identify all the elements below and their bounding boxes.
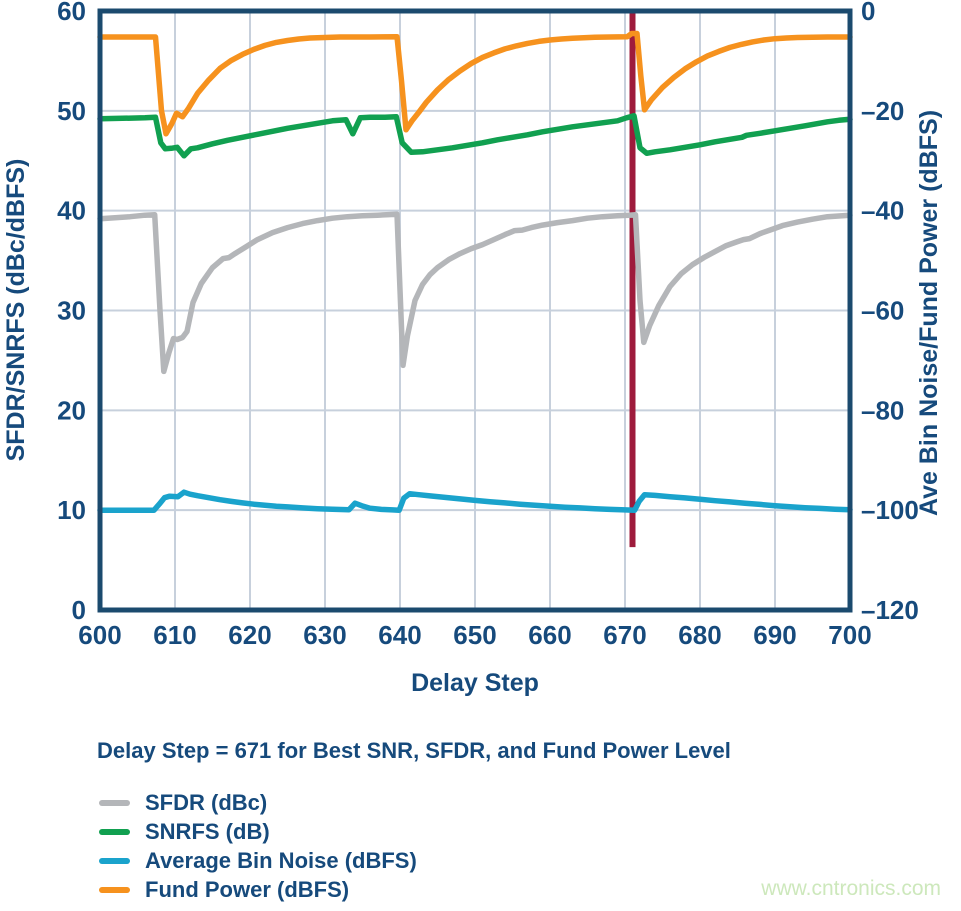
right-y-tick-label: –80 <box>861 395 904 425</box>
x-tick-label: 610 <box>153 620 196 650</box>
x-tick-label: 640 <box>378 620 421 650</box>
x-tick-label: 620 <box>228 620 271 650</box>
x-tick-label: 630 <box>303 620 346 650</box>
x-tick-label: 690 <box>753 620 796 650</box>
series-line-sfdr-dbc <box>97 211 853 375</box>
left-y-tick-label: 40 <box>57 196 86 226</box>
right-y-tick-label: –60 <box>861 296 904 326</box>
right-y-tick-label: –40 <box>861 196 904 226</box>
left-y-tick-label: 50 <box>57 96 86 126</box>
line-chart: 600 610 620 630 640 650 660 670 680 690 700 60 50 40 3… <box>2 0 943 697</box>
x-tick-label: 600 <box>78 620 121 650</box>
watermark: www.cntronics.com <box>761 877 941 900</box>
legend-item-sfdr: SFDR (dBc) <box>99 790 417 815</box>
right-y-axis-title: Ave Bin Noise/Fund Power (dBFS) <box>915 110 943 516</box>
left-y-tick-label: 20 <box>57 395 86 425</box>
snrfs-line-swatch <box>99 829 130 835</box>
sfdr-line-swatch <box>99 800 130 806</box>
x-tick-label: 680 <box>678 620 721 650</box>
legend: SFDR (dBc) SNRFS (dB) Average Bin Noise … <box>99 790 417 908</box>
left-y-tick-label: 60 <box>57 0 86 26</box>
fund-power-line-swatch <box>99 887 130 893</box>
x-tick-label: 660 <box>528 620 571 650</box>
chart-caption: Delay Step = 671 for Best SNR, SFDR, and… <box>97 738 731 763</box>
legend-item-avg-bin-noise: Average Bin Noise (dBFS) <box>99 848 417 873</box>
legend-label-sfdr: SFDR (dBc) <box>145 790 268 815</box>
left-y-tick-label: 0 <box>72 595 86 625</box>
left-y-tick-label: 10 <box>57 495 86 525</box>
avg-bin-noise-line-swatch <box>99 858 130 864</box>
gridlines <box>100 11 850 610</box>
legend-item-fund-power: Fund Power (dBFS) <box>99 877 417 902</box>
series-line-fund-power-dbfs <box>97 30 853 137</box>
plot-border <box>97 8 853 613</box>
left-y-axis-title: SFDR/SNRFS (dBc/dBFS) <box>2 159 30 462</box>
x-tick-label: 650 <box>453 620 496 650</box>
legend-label-fund-power: Fund Power (dBFS) <box>145 877 350 902</box>
right-y-tick-label: 0 <box>861 0 875 26</box>
legend-label-snrfs: SNRFS (dB) <box>145 819 270 844</box>
series-line-snrfs-db <box>97 113 853 159</box>
x-tick-label: 700 <box>828 620 871 650</box>
x-tick-label: 670 <box>603 620 646 650</box>
right-y-tick-label: –100 <box>861 495 919 525</box>
right-y-tick-label: –20 <box>861 96 904 126</box>
right-y-tick-label: –120 <box>861 595 919 625</box>
legend-label-avg-bin-noise: Average Bin Noise (dBFS) <box>145 848 417 873</box>
x-axis-title: Delay Step <box>411 669 539 697</box>
legend-item-snrfs: SNRFS (dB) <box>99 819 417 844</box>
series-line-average-bin-noise-dbfs <box>97 489 853 513</box>
left-y-tick-label: 30 <box>57 296 86 326</box>
